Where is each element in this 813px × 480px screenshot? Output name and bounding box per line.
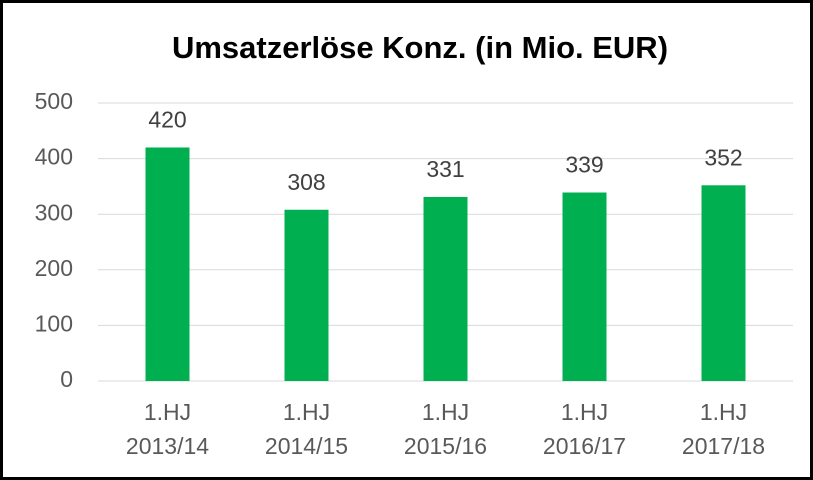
y-tick-label: 400 <box>35 144 73 170</box>
bar <box>423 196 468 381</box>
x-tick-label: 1.HJ <box>422 399 469 425</box>
x-tick-label: 1.HJ <box>700 399 747 425</box>
x-tick-label: 1.HJ <box>561 399 608 425</box>
x-tick-label: 2015/16 <box>404 433 487 459</box>
value-label: 308 <box>287 169 325 195</box>
x-tick-label: 1.HJ <box>283 399 330 425</box>
y-tick-label: 100 <box>35 310 73 336</box>
value-label: 352 <box>704 144 742 170</box>
x-tick-label: 2013/14 <box>126 433 209 459</box>
y-tick-label: 200 <box>35 255 73 281</box>
x-tick-label: 2014/15 <box>265 433 348 459</box>
y-tick-label: 500 <box>35 88 73 114</box>
bar <box>284 209 329 381</box>
bar <box>701 185 746 381</box>
value-label: 331 <box>426 156 464 182</box>
x-tick-label: 2017/18 <box>682 433 765 459</box>
value-label: 420 <box>148 107 186 133</box>
x-tick-label: 1.HJ <box>144 399 191 425</box>
value-label: 339 <box>565 152 603 178</box>
y-tick-label: 300 <box>35 199 73 225</box>
chart-title: Umsatzerlöse Konz. (in Mio. EUR) <box>172 30 668 65</box>
bar <box>145 147 190 381</box>
bar <box>562 192 607 381</box>
x-tick-label: 2016/17 <box>543 433 626 459</box>
y-tick-label: 0 <box>60 366 73 392</box>
